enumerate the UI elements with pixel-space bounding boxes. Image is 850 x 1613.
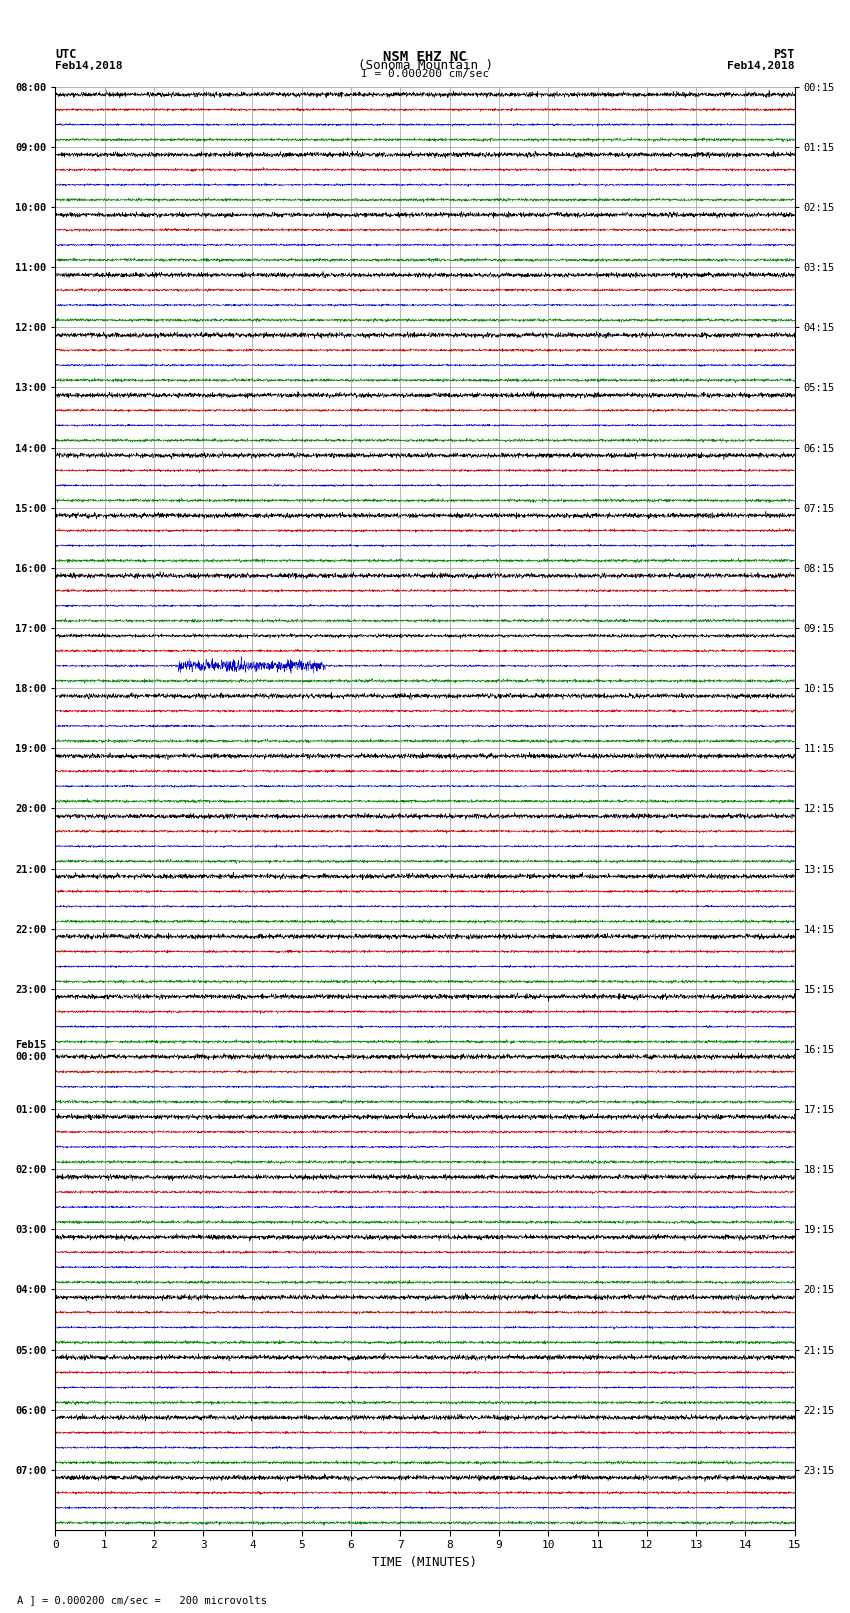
Text: I = 0.000200 cm/sec: I = 0.000200 cm/sec — [361, 69, 489, 79]
Text: (Sonoma Mountain ): (Sonoma Mountain ) — [358, 58, 492, 71]
Text: NSM EHZ NC: NSM EHZ NC — [383, 50, 467, 65]
Text: UTC: UTC — [55, 48, 76, 61]
Text: A ] = 0.000200 cm/sec =   200 microvolts: A ] = 0.000200 cm/sec = 200 microvolts — [17, 1595, 267, 1605]
X-axis label: TIME (MINUTES): TIME (MINUTES) — [372, 1557, 478, 1569]
Text: PST: PST — [774, 48, 795, 61]
Text: Feb14,2018: Feb14,2018 — [728, 61, 795, 71]
Text: Feb14,2018: Feb14,2018 — [55, 61, 122, 71]
